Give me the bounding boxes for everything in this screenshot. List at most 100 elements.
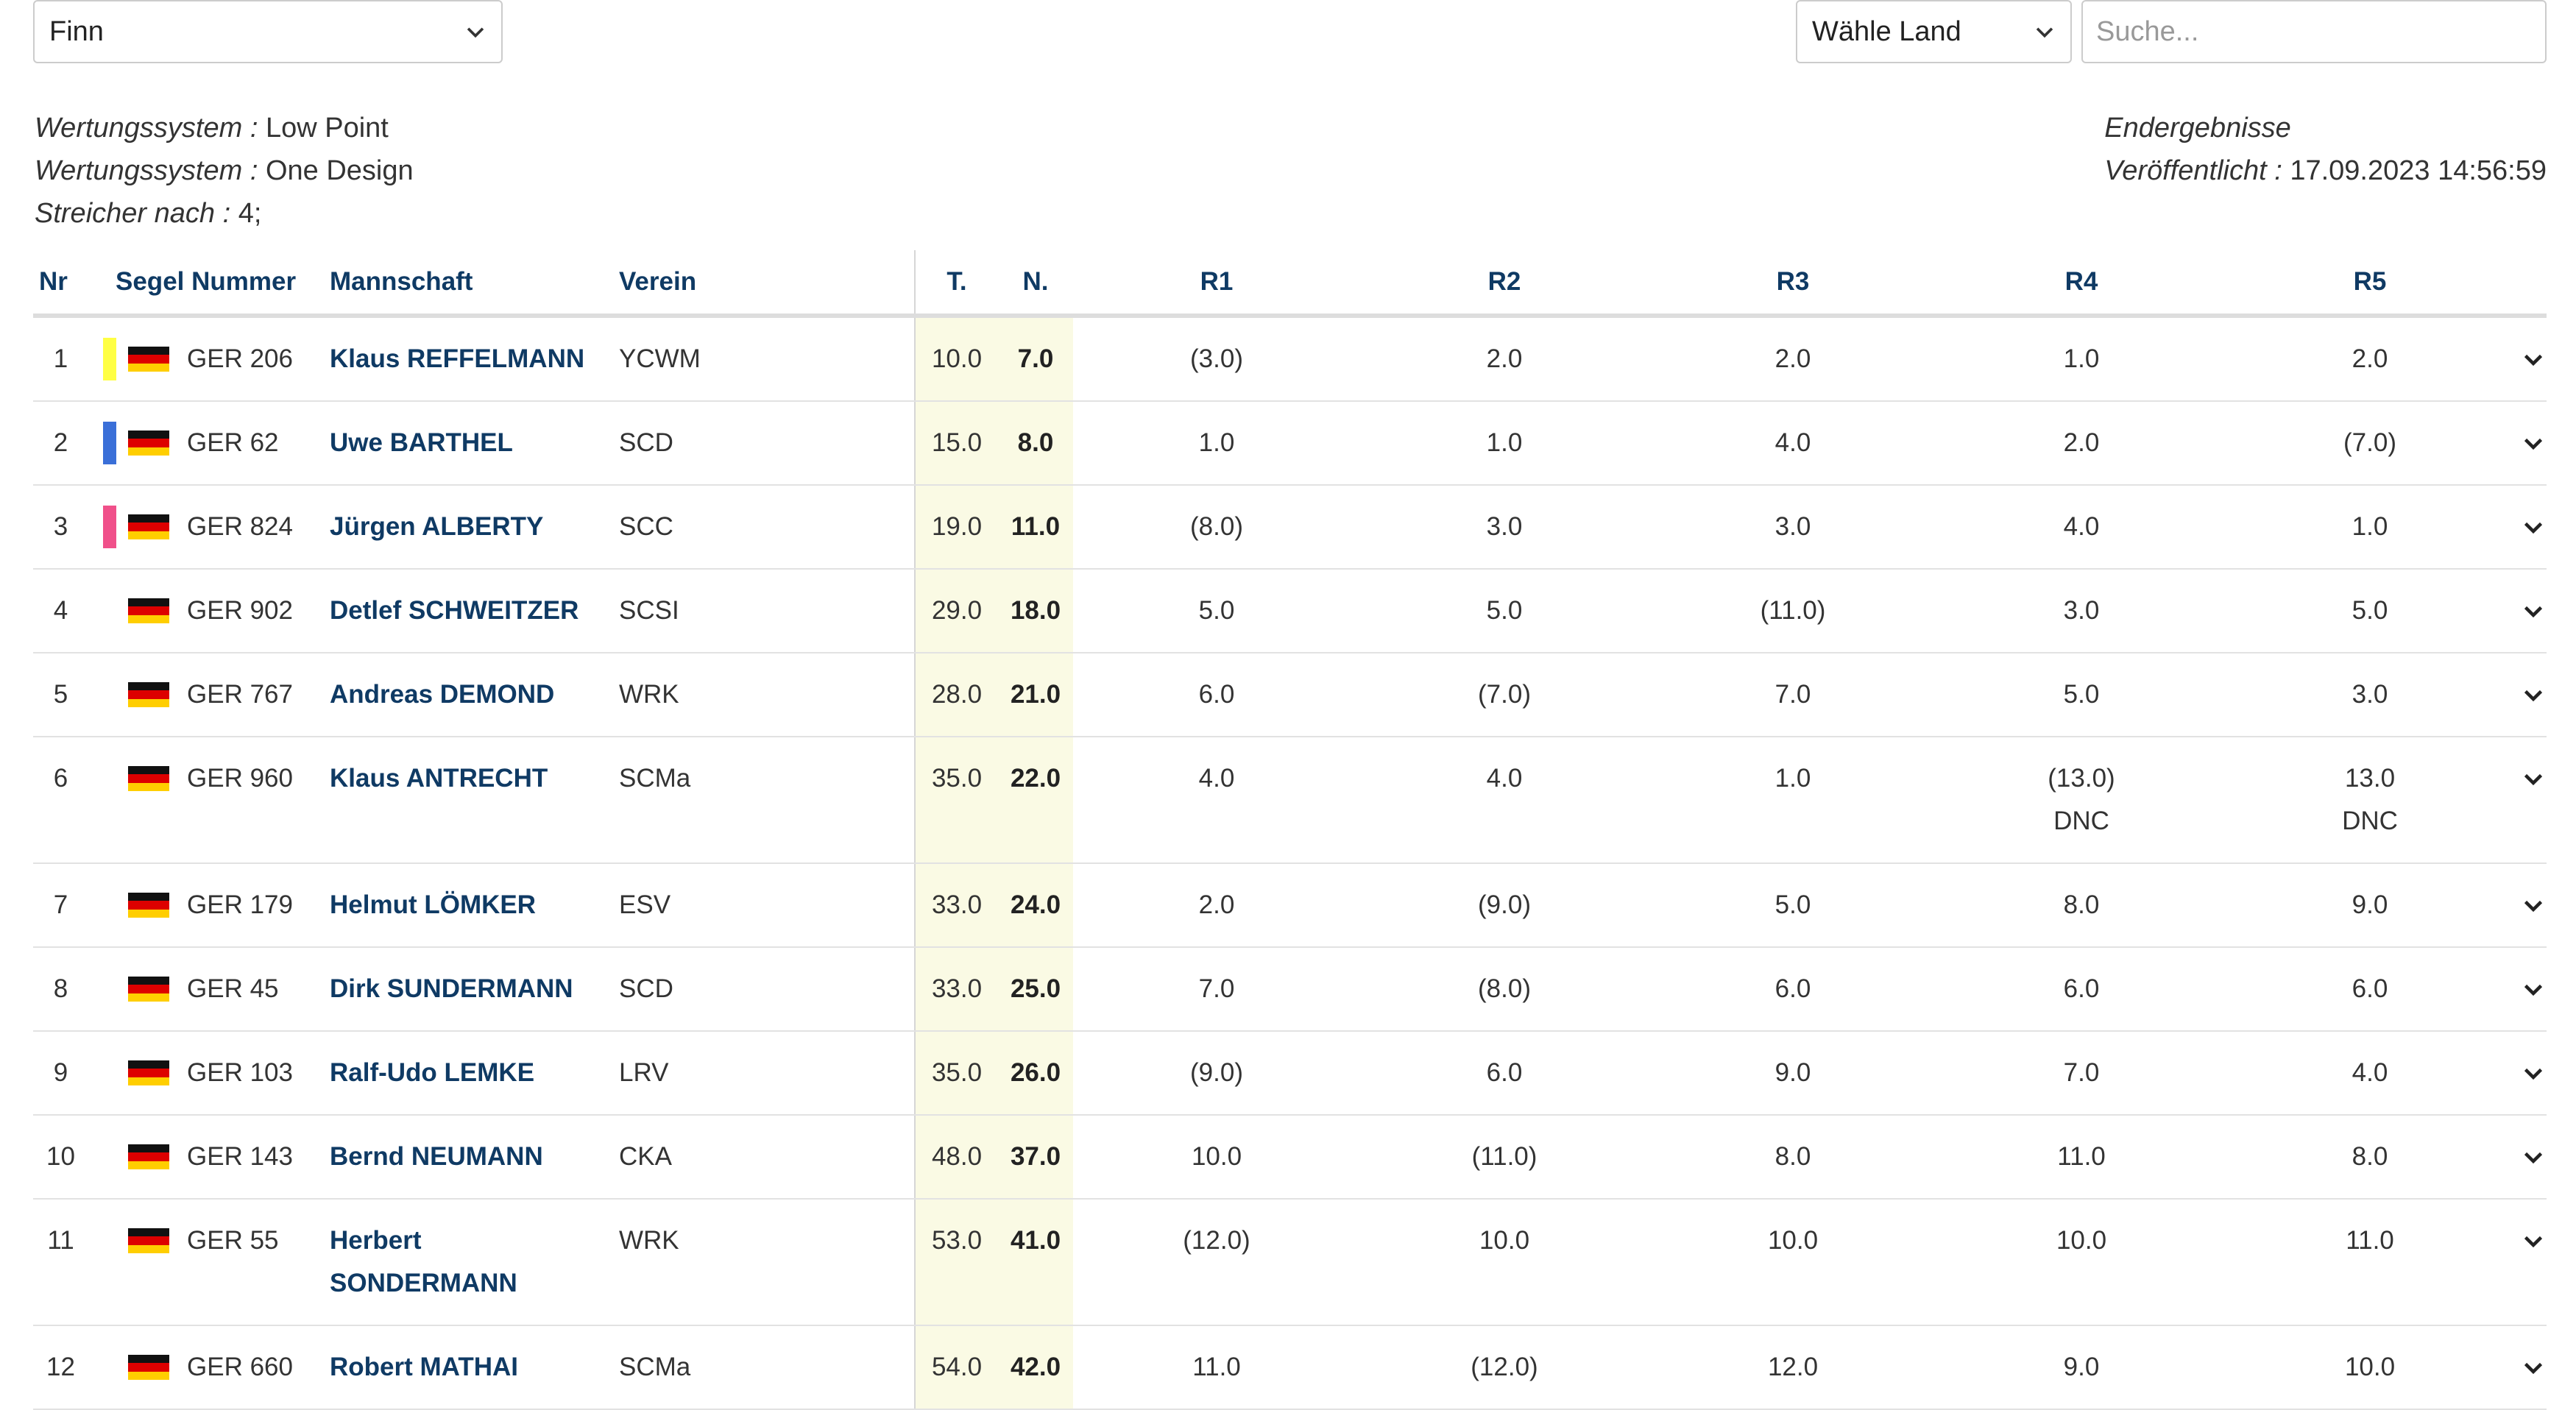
medal-marker xyxy=(103,884,116,927)
team-name[interactable]: Helmut LÖMKER xyxy=(330,890,536,919)
race-score: 4.0 xyxy=(1486,764,1523,793)
team-name[interactable]: SONDERMANN xyxy=(330,1269,517,1297)
expand-row-button[interactable] xyxy=(2514,1346,2547,1389)
total-points: 29.0 xyxy=(931,596,983,625)
chevron-down-icon xyxy=(2524,690,2543,702)
medal-marker xyxy=(103,1136,116,1178)
medal-marker xyxy=(103,1219,116,1262)
medal-marker xyxy=(103,589,116,632)
expand-row-button[interactable] xyxy=(2514,1136,2547,1178)
col-r2: R2 xyxy=(1360,250,1649,318)
table-row[interactable]: 12 GER 660 Robert MATHAI SCMa 54.0 42.0 11.0 (1… xyxy=(33,1325,2547,1410)
rank: 7 xyxy=(53,890,68,919)
country-select-value: Wähle Land xyxy=(1812,16,1961,47)
race-score: 9.0 xyxy=(2352,890,2388,919)
expand-row-button[interactable] xyxy=(2514,1052,2547,1094)
team-name[interactable]: Bernd NEUMANN xyxy=(330,1142,543,1171)
team-name[interactable]: Klaus REFFELMANN xyxy=(330,344,585,373)
race-score: 5.0 xyxy=(1774,890,1811,919)
team-name[interactable]: Andreas DEMOND xyxy=(330,680,555,709)
club: WRK xyxy=(619,680,679,709)
race-score: 8.0 xyxy=(2063,890,2100,919)
table-row[interactable]: 9 GER 103 Ralf-Udo LEMKE LRV 35.0 26.0 (9.0) 6.… xyxy=(33,1031,2547,1116)
race-score: 12.0 xyxy=(1767,1353,1819,1381)
col-r4: R4 xyxy=(1937,250,2226,318)
country-select[interactable]: Wähle Land xyxy=(1796,0,2072,63)
race-score: 1.0 xyxy=(1774,764,1811,793)
sail-number: GER 62 xyxy=(187,428,279,457)
expand-row-button[interactable] xyxy=(2514,422,2547,464)
germany-flag-icon xyxy=(128,1144,169,1169)
expand-row-button[interactable] xyxy=(2514,1219,2547,1262)
table-row[interactable]: 8 GER 45 Dirk SUNDERMANN SCD 33.0 25.0 7.0 (8.0… xyxy=(33,947,2547,1032)
team-name[interactable]: Herbert xyxy=(330,1226,422,1255)
sail-number: GER 45 xyxy=(187,974,279,1003)
expand-row-button[interactable] xyxy=(2514,757,2547,800)
race-score: 3.0 xyxy=(1774,512,1811,541)
rank: 10 xyxy=(46,1142,75,1171)
sail-number: GER 660 xyxy=(187,1353,293,1381)
col-team: Mannschaft xyxy=(315,250,604,318)
expand-row-button[interactable] xyxy=(2514,589,2547,632)
net-points: 11.0 xyxy=(1011,512,1061,541)
team-name[interactable]: Robert MATHAI xyxy=(330,1353,518,1381)
table-row[interactable]: 11 GER 55 Herbert SONDERMANN WRK 53.0 41.0 (12.… xyxy=(33,1199,2547,1326)
table-row[interactable]: 1 GER 206 Klaus REFFELMANN YCWM 10.0 7.0 (3.0)… xyxy=(33,316,2547,402)
race-score: (12.0) xyxy=(1183,1226,1250,1255)
total-points: 35.0 xyxy=(931,764,983,793)
table-row[interactable]: 6 GER 960 Klaus ANTRECHT SCMa 35.0 22.0 4.0 4.0… xyxy=(33,737,2547,864)
chevron-down-icon xyxy=(2036,27,2053,38)
net-points: 21.0 xyxy=(1010,680,1061,709)
team-name[interactable]: Detlef SCHWEITZER xyxy=(330,596,579,625)
expand-row-button[interactable] xyxy=(2514,968,2547,1010)
medal-marker xyxy=(103,968,116,1010)
race-score: 6.0 xyxy=(2063,974,2100,1003)
race-score: 6.0 xyxy=(1198,680,1235,709)
table-row[interactable]: 7 GER 179 Helmut LÖMKER ESV 33.0 24.0 2.0 (9.0)… xyxy=(33,863,2547,948)
design-system-line: Wertungssystem : One Design xyxy=(35,155,414,186)
table-row[interactable]: 2 GER 62 Uwe BARTHEL SCD 15.0 8.0 1.0 1.0 4.0 2.0… xyxy=(33,401,2547,486)
team-name[interactable]: Klaus ANTRECHT xyxy=(330,764,548,793)
sail-number: GER 902 xyxy=(187,596,293,625)
published-line: Veröffentlicht : 17.09.2023 14:56:59 xyxy=(2104,155,2547,186)
race-score: 1.0 xyxy=(1198,428,1235,457)
class-select[interactable]: Finn xyxy=(33,0,503,63)
race-score: 5.0 xyxy=(2352,596,2388,625)
table-row[interactable]: 4 GER 902 Detlef SCHWEITZER SCSI 29.0 18.0 5.0… xyxy=(33,569,2547,653)
race-score: (8.0) xyxy=(1190,512,1243,541)
total-points: 15.0 xyxy=(931,428,983,457)
expand-row-button[interactable] xyxy=(2514,506,2547,548)
rank: 6 xyxy=(53,764,68,793)
team-name[interactable]: Ralf-Udo LEMKE xyxy=(330,1058,535,1087)
search-input[interactable] xyxy=(2081,0,2547,63)
col-nr: Nr xyxy=(33,250,88,318)
sail-number: GER 960 xyxy=(187,764,293,793)
table-row[interactable]: 3 GER 824 Jürgen ALBERTY SCC 19.0 11.0 (8.0) 3.… xyxy=(33,485,2547,570)
germany-flag-icon xyxy=(128,431,169,456)
germany-flag-icon xyxy=(128,514,169,539)
race-score: (12.0) xyxy=(1471,1353,1538,1381)
net-points: 37.0 xyxy=(1010,1142,1061,1171)
table-row[interactable]: 5 GER 767 Andreas DEMOND WRK 28.0 21.0 6.0 (7.0… xyxy=(33,653,2547,737)
chevron-down-icon xyxy=(2524,1152,2543,1164)
team-name[interactable]: Uwe BARTHEL xyxy=(330,428,513,457)
race-score: 10.0 xyxy=(1767,1226,1819,1255)
team-name[interactable]: Jürgen ALBERTY xyxy=(330,512,544,541)
chevron-down-icon xyxy=(2524,522,2543,534)
race-score: 6.0 xyxy=(2352,974,2388,1003)
expand-row-button[interactable] xyxy=(2514,673,2547,716)
chevron-down-icon xyxy=(2524,773,2543,786)
race-score: 1.0 xyxy=(1486,428,1523,457)
medal-marker xyxy=(103,422,116,464)
rank: 4 xyxy=(53,596,68,625)
team-name[interactable]: Dirk SUNDERMANN xyxy=(330,974,573,1003)
expand-row-button[interactable] xyxy=(2514,884,2547,927)
rank: 8 xyxy=(53,974,68,1003)
table-row[interactable]: 10 GER 143 Bernd NEUMANN CKA 48.0 37.0 10.0 (11… xyxy=(33,1115,2547,1200)
club: SCD xyxy=(619,428,673,457)
expand-row-button[interactable] xyxy=(2514,338,2547,380)
race-score: 8.0 xyxy=(1774,1142,1811,1171)
club: SCC xyxy=(619,512,673,541)
race-score: 6.0 xyxy=(1486,1058,1523,1087)
germany-flag-icon xyxy=(128,347,169,372)
